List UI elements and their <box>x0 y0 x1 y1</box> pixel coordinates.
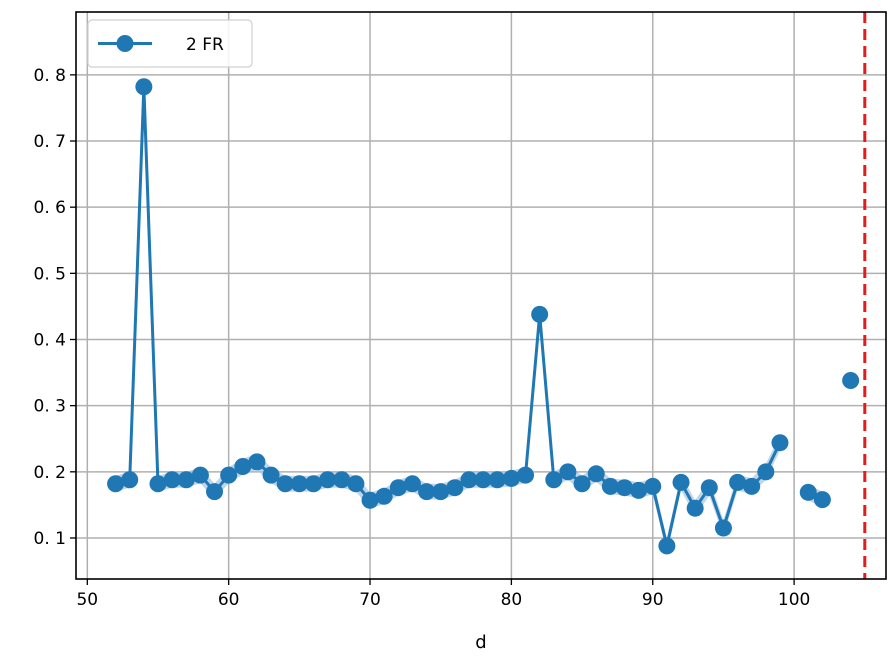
data-point <box>545 471 563 489</box>
data-point <box>573 475 591 493</box>
data-point <box>517 466 535 484</box>
data-point <box>177 471 195 489</box>
data-point <box>191 466 209 484</box>
x-tick-label: 60 <box>218 590 240 610</box>
data-point <box>587 465 605 483</box>
data-point <box>163 471 181 489</box>
axes-frame <box>75 11 887 580</box>
legend: 2 FR <box>87 19 253 68</box>
data-point <box>135 78 153 96</box>
y-tick-label: 0. 4 <box>34 330 66 350</box>
data-point <box>418 483 436 501</box>
data-point <box>319 471 337 489</box>
data-point <box>446 479 464 497</box>
data-point <box>531 305 549 323</box>
data-point <box>121 471 139 489</box>
y-tick-label: 0. 5 <box>34 264 66 284</box>
data-point <box>644 477 662 495</box>
x-tick-label: 70 <box>359 590 381 610</box>
data-point <box>686 499 704 517</box>
data-point <box>502 469 520 487</box>
data-point <box>601 477 619 495</box>
data-point <box>149 475 167 493</box>
x-tick-label: 50 <box>76 590 98 610</box>
y-tick-label: 0. 2 <box>34 463 66 483</box>
y-tick-label: 0. 3 <box>34 397 66 417</box>
data-point <box>729 473 747 491</box>
x-axis-label: d <box>475 632 486 653</box>
data-point <box>290 475 308 493</box>
y-tick-label: 0. 7 <box>34 132 66 152</box>
data-point <box>375 487 393 505</box>
data-point <box>771 434 789 452</box>
axes <box>75 11 887 580</box>
data-point <box>304 475 322 493</box>
data-point <box>220 466 238 484</box>
data-point <box>658 537 676 555</box>
x-tick-label: 80 <box>501 590 523 610</box>
data-point <box>107 475 125 493</box>
y-tick-label: 0. 8 <box>34 66 66 86</box>
data-point <box>460 471 478 489</box>
data-point <box>389 479 407 497</box>
data-point <box>361 491 379 509</box>
data-point <box>714 519 732 537</box>
data-point <box>474 471 492 489</box>
x-tick-label: 90 <box>642 590 664 610</box>
data-point <box>248 453 266 471</box>
data-point <box>488 471 506 489</box>
confidence-band <box>115 78 780 554</box>
data-point <box>799 483 817 501</box>
data-point <box>432 483 450 501</box>
data-point <box>234 458 252 476</box>
data-point <box>672 473 690 491</box>
ticks: 50 60 70 80 90 100 0. 1 0. 2 0. 3 0. 4 0. 5 0. 6 0. … <box>34 66 811 610</box>
data-point <box>559 463 577 481</box>
legend-box <box>87 19 253 68</box>
data-point <box>347 475 365 493</box>
data-point <box>813 491 831 509</box>
legend-marker <box>116 35 134 52</box>
data-point <box>700 479 718 497</box>
legend-label: 2 FR <box>186 35 224 55</box>
data-point <box>276 475 294 493</box>
data-point <box>206 483 224 501</box>
data-point <box>262 466 280 484</box>
data-point <box>630 481 648 499</box>
data-point <box>403 475 421 493</box>
data-point <box>757 463 775 481</box>
data-point <box>333 471 351 489</box>
y-tick-label: 0. 6 <box>34 198 66 218</box>
data-point <box>842 372 860 390</box>
y-tick-label: 0. 1 <box>34 529 66 549</box>
data-point <box>743 477 761 495</box>
x-tick-label: 100 <box>778 590 810 610</box>
series-markers <box>107 78 860 555</box>
grid <box>76 12 886 579</box>
data-point <box>615 479 633 497</box>
